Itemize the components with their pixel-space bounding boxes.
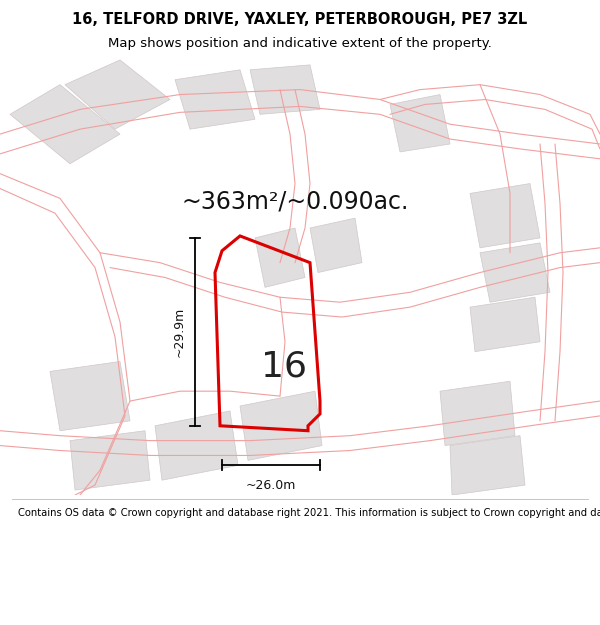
Polygon shape [390, 94, 450, 152]
Polygon shape [10, 84, 120, 164]
Polygon shape [65, 60, 170, 129]
Polygon shape [50, 361, 130, 431]
Polygon shape [480, 243, 550, 302]
Polygon shape [470, 184, 540, 248]
Polygon shape [155, 411, 238, 480]
Polygon shape [470, 298, 540, 352]
Polygon shape [450, 436, 525, 495]
Polygon shape [255, 228, 305, 288]
Polygon shape [70, 431, 150, 490]
Polygon shape [440, 381, 515, 446]
Text: 16: 16 [260, 349, 307, 383]
Text: 16, TELFORD DRIVE, YAXLEY, PETERBOROUGH, PE7 3ZL: 16, TELFORD DRIVE, YAXLEY, PETERBOROUGH,… [73, 12, 527, 27]
Polygon shape [240, 391, 322, 461]
Text: ~363m²/~0.090ac.: ~363m²/~0.090ac. [181, 189, 409, 213]
Text: ~26.0m: ~26.0m [246, 479, 296, 492]
Text: Contains OS data © Crown copyright and database right 2021. This information is : Contains OS data © Crown copyright and d… [18, 508, 600, 518]
Polygon shape [250, 65, 320, 114]
Text: ~29.9m: ~29.9m [173, 307, 185, 357]
Polygon shape [175, 70, 255, 129]
Text: Map shows position and indicative extent of the property.: Map shows position and indicative extent… [108, 38, 492, 51]
Polygon shape [310, 218, 362, 272]
